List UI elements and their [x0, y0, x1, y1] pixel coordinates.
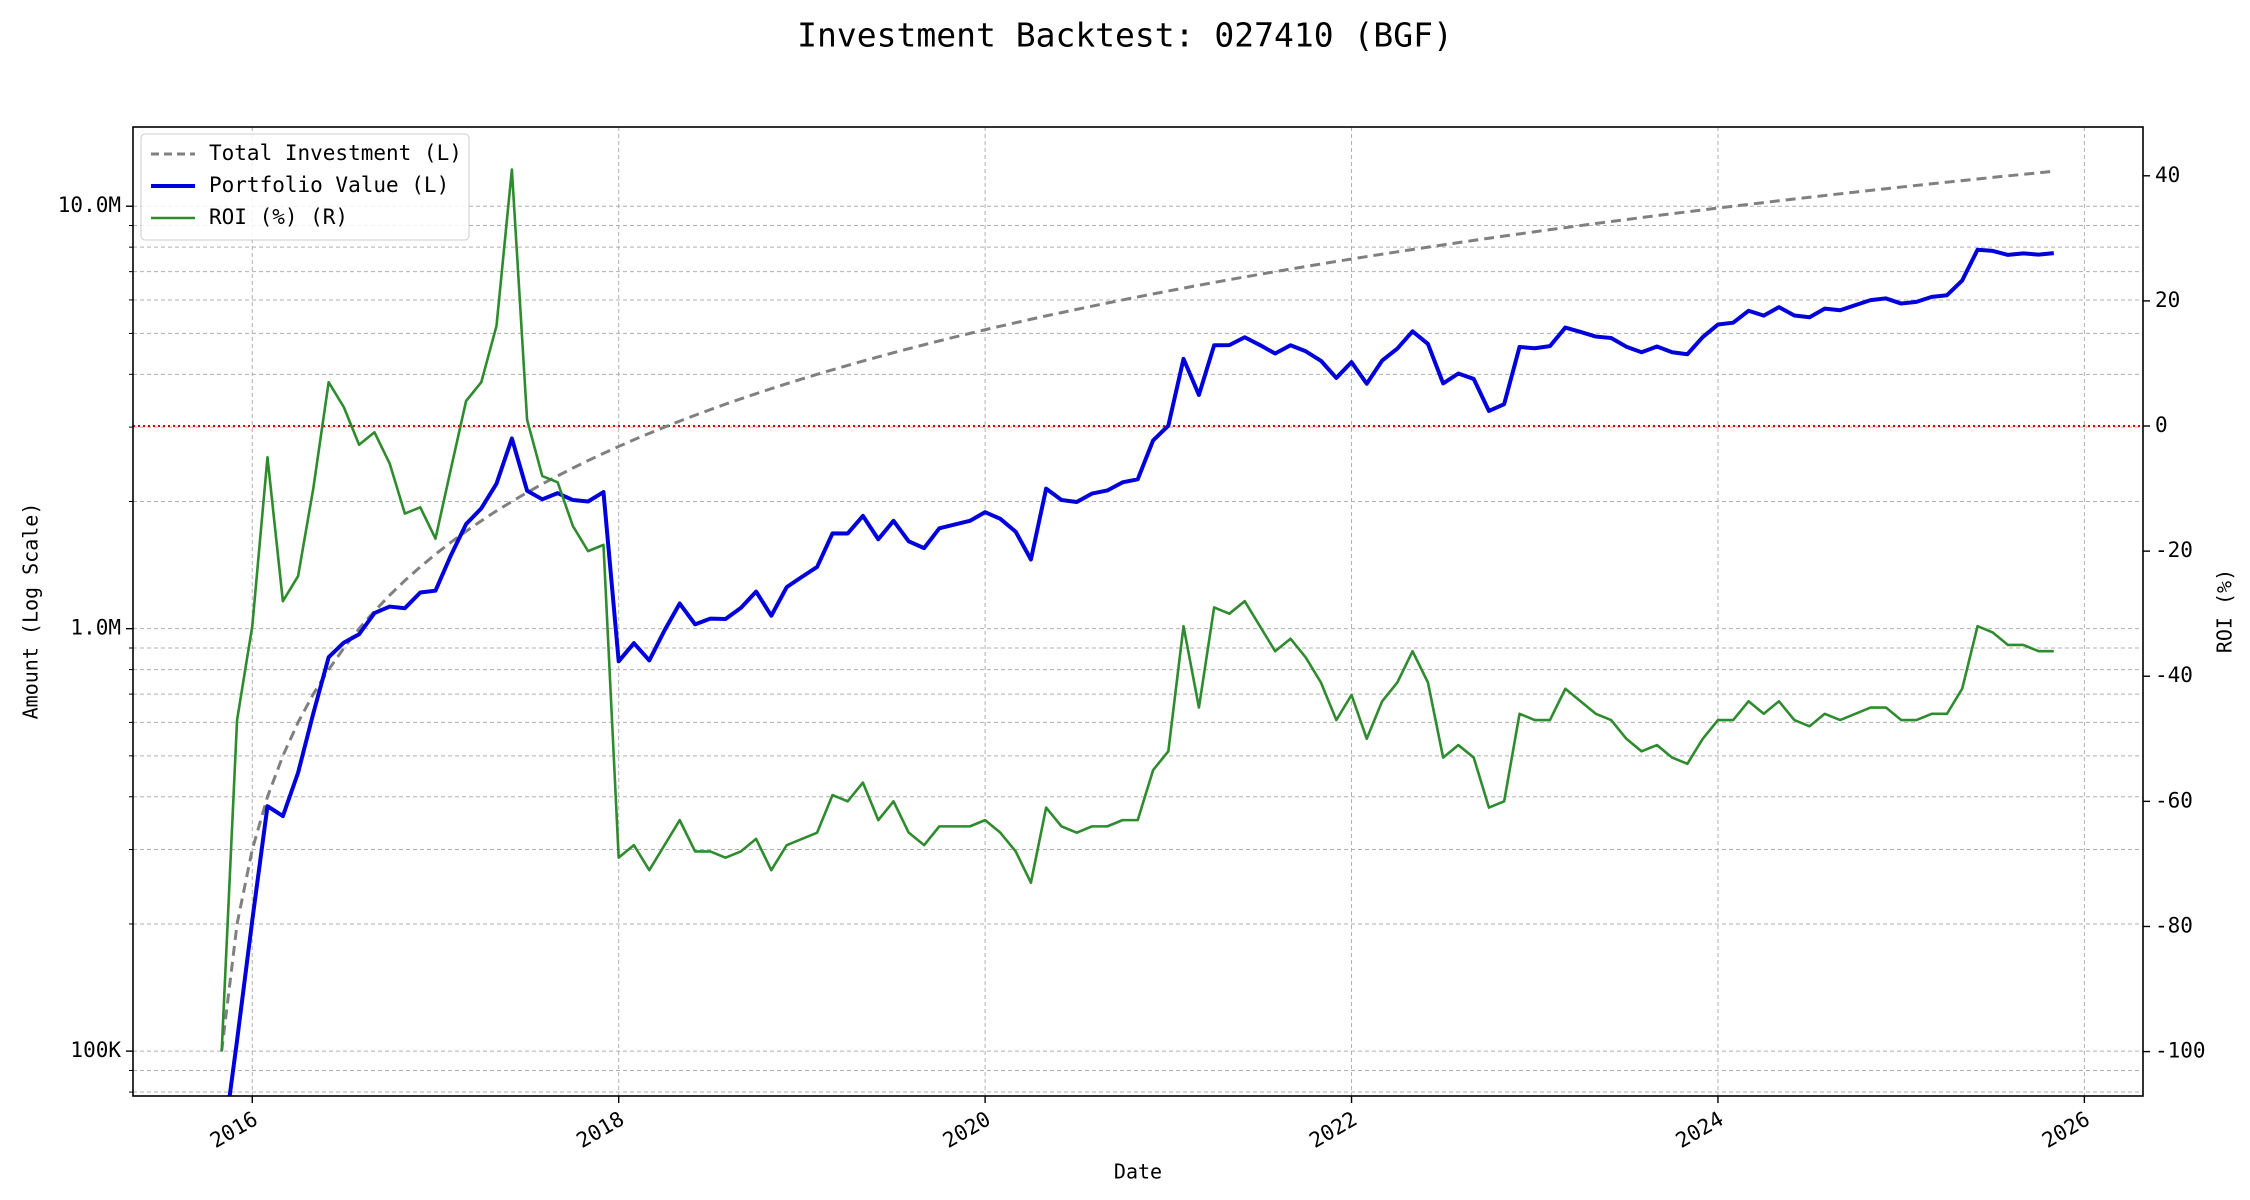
x-tick-label: 2022: [1305, 1107, 1361, 1153]
y2-tick-label: -40: [2155, 663, 2193, 687]
y-tick-label: 10.0M: [58, 193, 121, 217]
legend-label: ROI (%) (R): [209, 205, 348, 229]
y2-tick-label: 0: [2155, 413, 2168, 437]
y-tick-label: 100K: [70, 1038, 121, 1062]
x-tick-label: 2024: [1672, 1107, 1728, 1153]
y-axis-label: Amount (Log Scale): [19, 503, 43, 720]
plot-area: [220, 168, 2054, 1096]
x-tick-label: 2026: [2038, 1107, 2094, 1153]
plot-frame: [132, 126, 2144, 1097]
x-axis-label: Date: [1114, 1160, 1162, 1184]
y2-tick-label: -100: [2155, 1039, 2206, 1063]
chart-title: Investment Backtest: 027410 (BGF): [797, 16, 1453, 55]
y-tick-label: 1.0M: [70, 616, 121, 640]
y2-tick-label: -60: [2155, 788, 2193, 812]
series-line: [227, 247, 2054, 1096]
series-line: [220, 169, 2054, 1052]
x-tick-label: 2020: [939, 1107, 995, 1153]
y2-tick-label: -20: [2155, 538, 2193, 562]
y2-axis-label: ROI (%): [2213, 569, 2237, 653]
legend-label: Total Investment (L): [209, 141, 462, 165]
x-tick-label: 2018: [572, 1107, 628, 1153]
legend-box: [140, 133, 470, 241]
y2-tick-label: 40: [2155, 163, 2180, 187]
y2-tick-label: -80: [2155, 913, 2193, 937]
series-line: [220, 168, 2054, 1052]
y2-tick-label: 20: [2155, 288, 2180, 312]
x-tick-label: 2016: [206, 1107, 262, 1153]
legend-label: Portfolio Value (L): [209, 173, 449, 197]
